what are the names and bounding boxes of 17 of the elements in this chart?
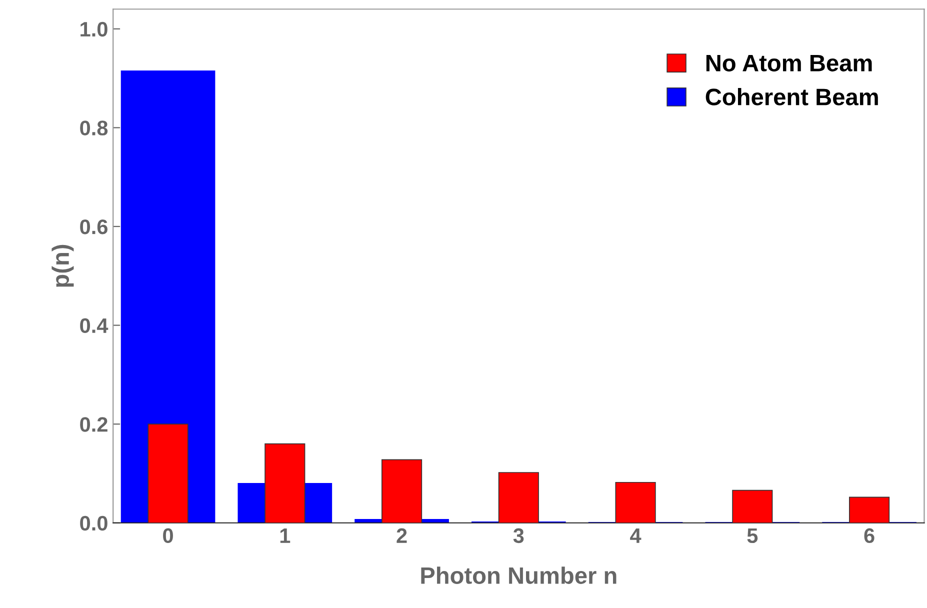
x-tick-label: 6 bbox=[864, 528, 874, 544]
y-tick-label: 1.0 bbox=[80, 22, 108, 37]
y-tick-label: 0.0 bbox=[80, 516, 108, 531]
x-tick-label: 4 bbox=[630, 528, 642, 543]
x-axis-title: Photon Number n bbox=[421, 566, 616, 584]
x-tick-label: 2 bbox=[396, 528, 407, 543]
x-tick-label: 3 bbox=[513, 528, 524, 544]
y-tick-label: 0.8 bbox=[80, 120, 108, 136]
legend-label: Coherent Beam bbox=[706, 88, 878, 106]
y-tick-label: 0.6 bbox=[80, 219, 108, 234]
x-tick-label: 0 bbox=[163, 528, 173, 544]
y-tick-label: 0.4 bbox=[80, 318, 108, 334]
x-tick-label: 1 bbox=[280, 528, 290, 543]
y-tick-label: 0.2 bbox=[80, 417, 108, 432]
x-tick-label: 5 bbox=[747, 528, 758, 544]
legend-label: No Atom Beam bbox=[706, 54, 872, 72]
y-axis-title: p(n) bbox=[52, 244, 74, 287]
